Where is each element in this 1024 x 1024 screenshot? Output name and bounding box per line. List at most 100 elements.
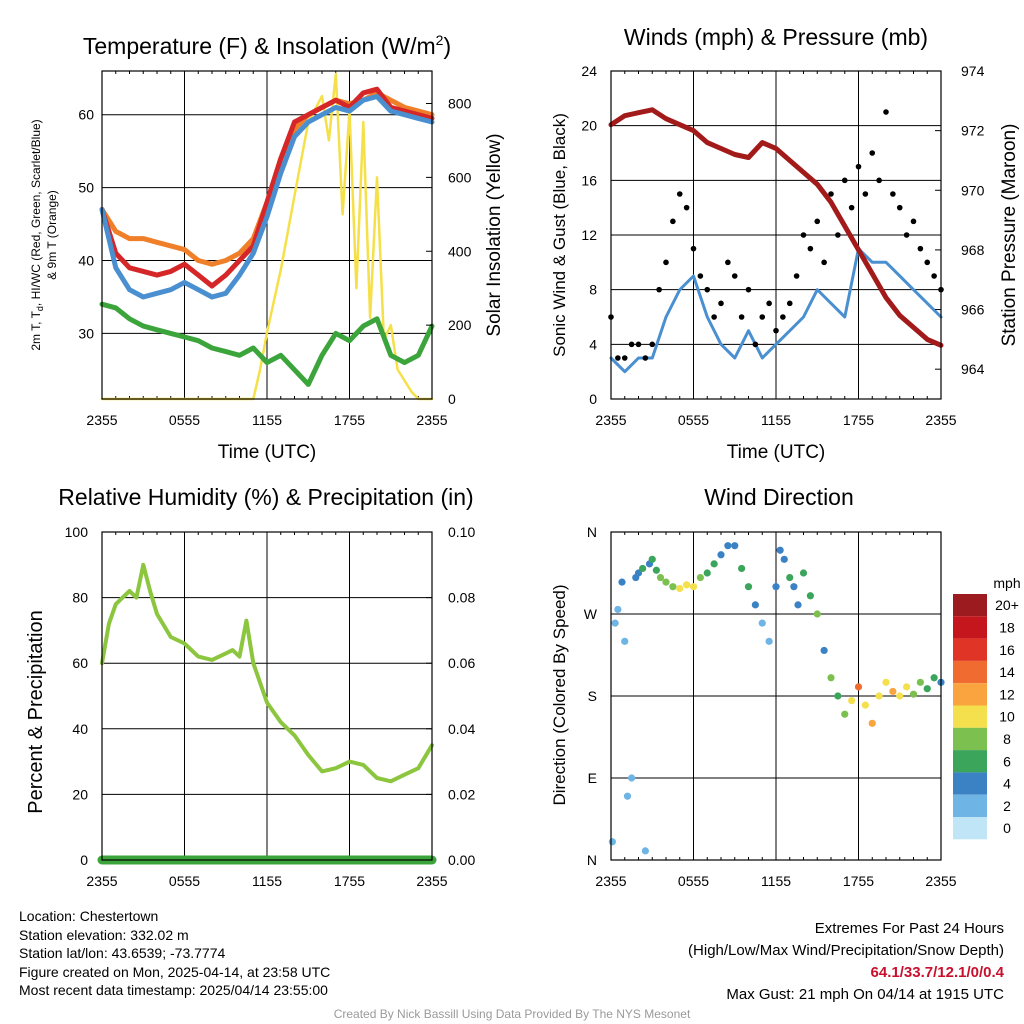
x-tick-label: 0555 xyxy=(169,412,200,428)
y2-tick-label: 972 xyxy=(961,123,985,139)
y2-tick-label: 0.10 xyxy=(448,524,475,540)
plot-frame xyxy=(101,70,433,400)
wind-direction-chart: N E S W N 2355 0555 1155 1755 2355 Wind Direction D… xyxy=(550,484,1021,889)
y-tick-label: W xyxy=(584,606,598,622)
direction-point xyxy=(608,838,616,846)
x-tick-label: 2355 xyxy=(416,412,447,428)
station-elevation: Station elevation: 332.02 m xyxy=(19,926,189,943)
direction-point xyxy=(731,542,739,550)
y2-tick-label: 970 xyxy=(961,182,985,198)
direction-point xyxy=(923,685,931,693)
legend-label: 0 xyxy=(1003,820,1011,836)
gust-point xyxy=(786,300,793,307)
max-gust: Max Gust: 21 mph On 04/14 at 1915 UTC xyxy=(726,986,1004,1003)
y2-tick-label: 800 xyxy=(448,96,472,112)
direction-point xyxy=(806,592,814,600)
legend-swatch xyxy=(953,772,987,795)
y2-tick-label: 200 xyxy=(448,317,472,333)
y-tick-label: 40 xyxy=(78,253,94,269)
gust-point xyxy=(766,300,772,307)
gust-point xyxy=(649,341,656,348)
x-axis-label: Time (UTC) xyxy=(218,442,317,463)
x-tick-label: 1155 xyxy=(252,412,282,428)
y-tick-label: 12 xyxy=(581,227,597,243)
gust-point xyxy=(656,286,662,293)
extremes-heading: Extremes For Past 24 Hours xyxy=(814,920,1004,937)
y2-tick-label: 0.08 xyxy=(448,590,475,606)
gust-point xyxy=(917,245,924,252)
gust-point xyxy=(676,191,683,197)
y-tick-label: 20 xyxy=(72,786,88,802)
plot-frame xyxy=(610,531,942,861)
direction-point xyxy=(641,847,649,855)
direction-point xyxy=(776,546,784,554)
legend-label: 8 xyxy=(1003,731,1011,747)
gust-point xyxy=(670,218,676,225)
direction-point xyxy=(868,719,876,727)
legend-swatch xyxy=(953,794,987,817)
direction-point xyxy=(758,619,766,627)
gust-point xyxy=(718,300,724,307)
y2-tick-label: 600 xyxy=(448,169,472,185)
gust-point xyxy=(903,232,910,238)
x-tick-label: 2355 xyxy=(595,412,626,428)
legend-label: 10 xyxy=(999,709,1015,725)
gust-point xyxy=(896,204,903,211)
extremes-values: 64.1/33.7/12.1/0/0.4 xyxy=(870,964,1004,981)
gust-point xyxy=(690,245,697,252)
chart-title: Relative Humidity (%) & Precipitation (i… xyxy=(58,484,473,510)
y-tick-label: 60 xyxy=(78,107,94,123)
series-sonic xyxy=(609,247,943,374)
y-tick-label: 60 xyxy=(72,655,88,671)
y-tick-label: E xyxy=(588,770,597,786)
direction-point xyxy=(882,678,890,686)
direction-point xyxy=(683,581,691,589)
direction-point xyxy=(751,601,759,609)
direction-point xyxy=(799,569,808,577)
y-tick-label: 0 xyxy=(80,852,88,868)
legend-label: 2 xyxy=(1003,798,1011,814)
gust-point xyxy=(835,232,841,238)
x-tick-label: 1755 xyxy=(843,412,874,428)
gust-point xyxy=(683,204,690,211)
x-tick-label: 1155 xyxy=(761,412,791,428)
legend-swatch xyxy=(953,727,987,751)
gust-point xyxy=(704,286,711,293)
legend-swatch xyxy=(953,638,987,661)
legend-swatch xyxy=(953,705,987,728)
y2-tick-label: 0.06 xyxy=(448,655,475,671)
extremes-panel: Extremes For Past 24 Hours (High/Low/Max… xyxy=(688,918,1004,1006)
gust-point xyxy=(711,314,717,320)
direction-point xyxy=(820,646,828,655)
direction-point xyxy=(656,573,665,582)
gust-point xyxy=(910,218,917,225)
chart-title: Wind Direction xyxy=(704,484,854,510)
direction-point xyxy=(772,583,780,591)
direction-point xyxy=(848,696,856,705)
y2-axis-label: Station Pressure (Maroon) xyxy=(999,124,1020,347)
legend-label: 14 xyxy=(999,664,1015,680)
gust-point xyxy=(615,355,621,361)
y-tick-label: 80 xyxy=(72,590,88,606)
speed-legend: mph 20+ 18 16 14 12 10 8 6 4 2 0 xyxy=(953,575,1021,840)
direction-point xyxy=(841,710,849,718)
gust-point xyxy=(628,341,635,348)
y2-tick-label: 0.00 xyxy=(448,852,475,868)
direction-point xyxy=(611,619,619,627)
direction-point xyxy=(703,569,711,577)
direction-point xyxy=(813,610,821,618)
y2-tick-label: 966 xyxy=(961,302,985,318)
x-tick-label: 2355 xyxy=(595,873,626,889)
x-tick-label: 2355 xyxy=(416,873,447,889)
direction-point xyxy=(854,683,863,691)
gust-point xyxy=(621,355,628,361)
direction-point xyxy=(903,683,911,691)
direction-point xyxy=(696,573,704,582)
direction-point xyxy=(765,637,773,645)
figure-created: Figure created on Mon, 2025-04-14, at 23… xyxy=(19,963,331,980)
gust-point xyxy=(869,150,876,156)
station-location: Location: Chestertown xyxy=(19,908,159,924)
gust-point xyxy=(841,177,848,184)
y2-tick-label: 0.04 xyxy=(448,721,475,737)
